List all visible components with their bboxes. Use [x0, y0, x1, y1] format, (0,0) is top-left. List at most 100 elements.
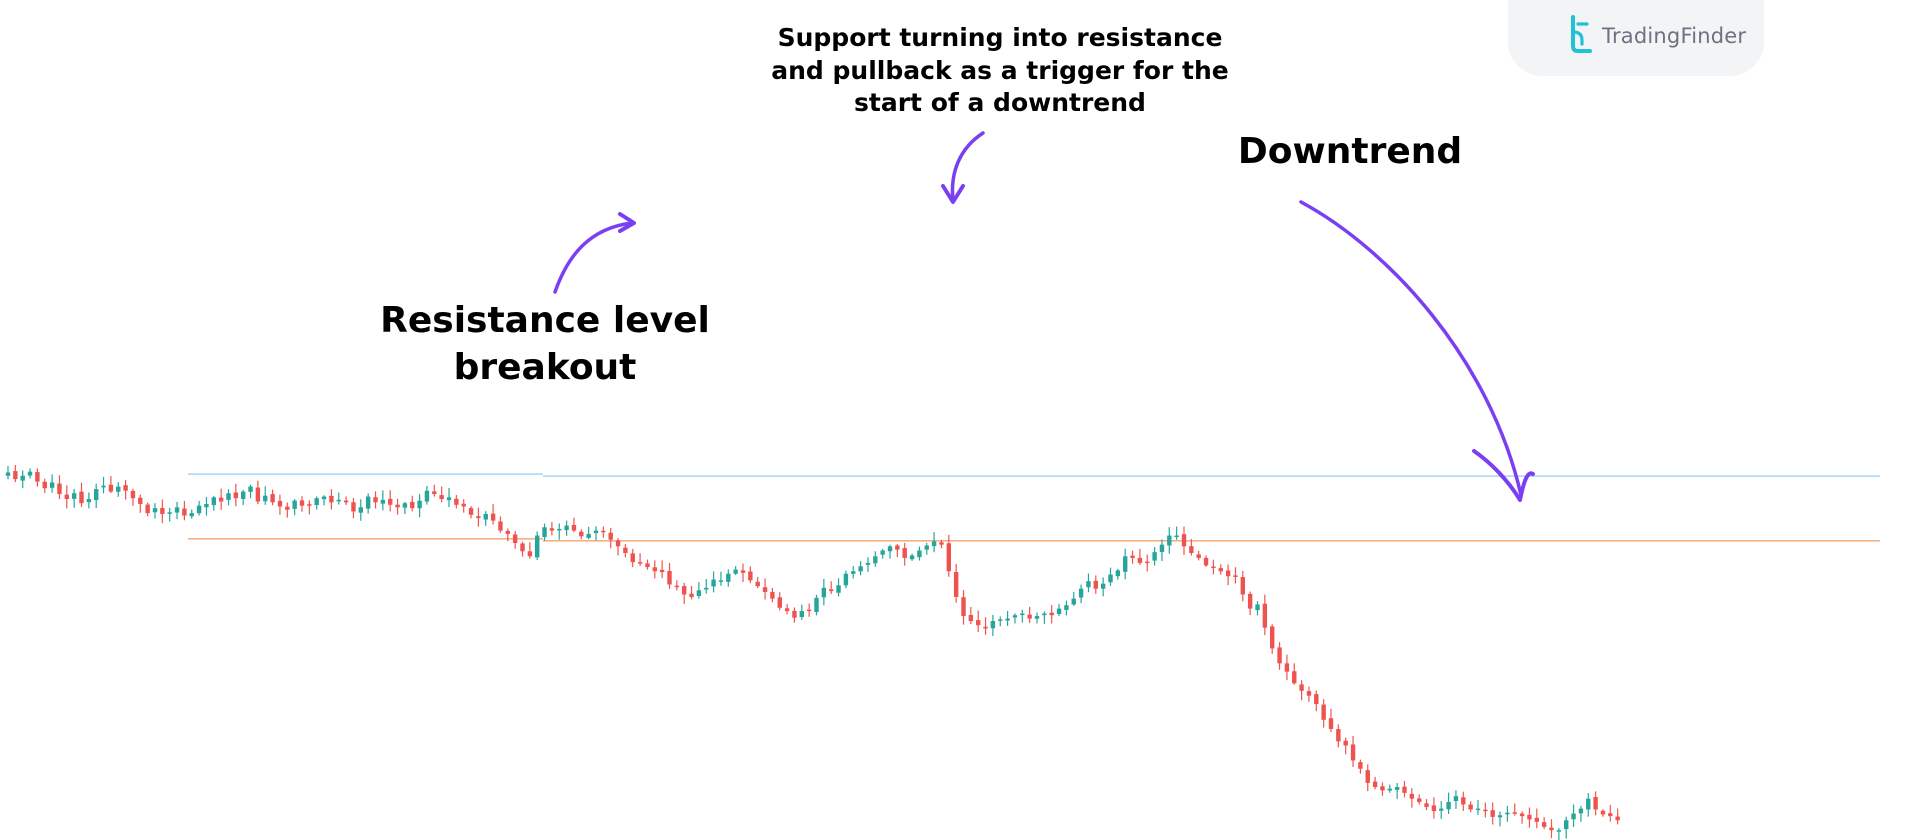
candle	[836, 578, 841, 597]
candle-body	[299, 500, 305, 506]
candle-body	[637, 562, 643, 564]
candle-body	[623, 547, 628, 553]
candle-body	[784, 608, 790, 612]
candle	[410, 495, 415, 512]
candle-body	[1174, 535, 1179, 538]
candle-body	[512, 534, 518, 544]
candle	[351, 497, 356, 519]
candle-body	[145, 504, 150, 514]
candle-body	[689, 593, 694, 597]
candle	[20, 470, 25, 489]
candle	[1394, 783, 1400, 799]
candle	[380, 490, 386, 511]
candle-body	[424, 490, 430, 502]
candle	[777, 592, 782, 611]
candle-body	[314, 498, 319, 505]
candle-body	[1475, 808, 1481, 811]
candle-body	[1439, 808, 1444, 811]
candle-body	[241, 491, 246, 499]
candle	[454, 494, 459, 509]
candle	[1586, 793, 1591, 817]
candle-body	[1571, 813, 1576, 820]
candle-body	[160, 507, 165, 514]
candle	[1593, 791, 1598, 816]
candle	[1350, 735, 1356, 767]
candle	[873, 551, 878, 567]
candle	[1564, 816, 1569, 839]
candle-body	[564, 525, 569, 531]
candle-body	[1100, 583, 1106, 589]
candle-body	[94, 489, 99, 501]
candle-body	[167, 512, 172, 514]
candle	[726, 569, 731, 587]
candle-body	[292, 500, 297, 509]
candle-body	[1137, 557, 1143, 563]
candle	[1505, 805, 1510, 822]
candle-body	[1336, 729, 1341, 742]
candle	[1343, 737, 1348, 755]
candle	[1608, 804, 1613, 822]
candle	[1012, 613, 1018, 624]
candle-body	[174, 507, 180, 513]
annotation-arrows	[553, 131, 1535, 502]
candle-body	[711, 579, 716, 587]
candle-body	[1130, 555, 1135, 558]
candle	[498, 516, 503, 533]
candle-body	[27, 471, 33, 476]
candle	[1417, 794, 1422, 805]
candle-body	[1034, 616, 1040, 619]
horizontal-levels	[188, 473, 1880, 542]
candle-body	[1394, 787, 1400, 790]
annotation-line: Resistance level	[380, 300, 710, 341]
candle-body	[696, 590, 702, 597]
candle	[1064, 600, 1069, 616]
candle	[1255, 601, 1260, 616]
candle-body	[446, 497, 452, 501]
candle-body	[204, 504, 209, 508]
candle	[1461, 791, 1466, 811]
candle-body	[365, 496, 371, 509]
candle-body	[454, 498, 459, 505]
candle	[86, 492, 92, 509]
candle	[196, 500, 202, 516]
candle-body	[1247, 593, 1253, 609]
candle-body	[968, 615, 974, 622]
candle	[946, 534, 951, 577]
candle	[145, 502, 150, 517]
candle	[241, 489, 246, 506]
candle	[667, 562, 672, 589]
candle-body	[733, 569, 738, 574]
candle-body	[1159, 544, 1165, 553]
candle	[1203, 555, 1209, 567]
candle	[535, 531, 540, 561]
annotation-support-resistance: Support turning into resistance and pull…	[760, 22, 1240, 120]
annotation-line: Support turning into resistance	[777, 23, 1223, 52]
candle	[1086, 573, 1091, 593]
candle	[1527, 807, 1532, 828]
candle-body	[20, 475, 25, 481]
candle-body	[130, 490, 136, 499]
candle-body	[1358, 762, 1363, 769]
candle	[1071, 592, 1076, 606]
candle	[939, 539, 944, 549]
candle-body	[1042, 613, 1047, 616]
candle-body	[1056, 608, 1062, 615]
candle	[1578, 805, 1584, 822]
candle	[189, 509, 194, 519]
candle-body	[1387, 788, 1392, 791]
candle-body	[410, 501, 415, 509]
candle	[94, 483, 99, 509]
candle	[983, 617, 988, 635]
candle	[1262, 594, 1268, 636]
candle-body	[86, 499, 92, 503]
candle	[1328, 708, 1334, 733]
candle-body	[351, 502, 356, 512]
candle	[1056, 603, 1062, 616]
candle-body	[1284, 663, 1290, 672]
candle-body	[1497, 815, 1503, 818]
candle-body	[829, 589, 834, 592]
candle	[468, 506, 474, 519]
candle-body	[5, 472, 11, 476]
candle-body	[498, 521, 503, 531]
candle	[615, 538, 621, 556]
